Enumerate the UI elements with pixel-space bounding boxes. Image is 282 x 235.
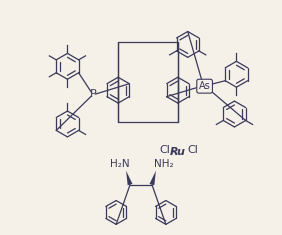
Text: NH₂: NH₂ [154,159,174,169]
Text: Ru: Ru [170,147,186,157]
Text: H₂N: H₂N [110,159,130,169]
Text: ·: · [172,145,176,158]
Text: As: As [199,81,210,91]
Text: P: P [90,89,97,99]
Polygon shape [126,171,133,185]
Text: Cl: Cl [188,145,199,155]
Text: Cl: Cl [159,145,170,155]
Polygon shape [149,171,156,185]
